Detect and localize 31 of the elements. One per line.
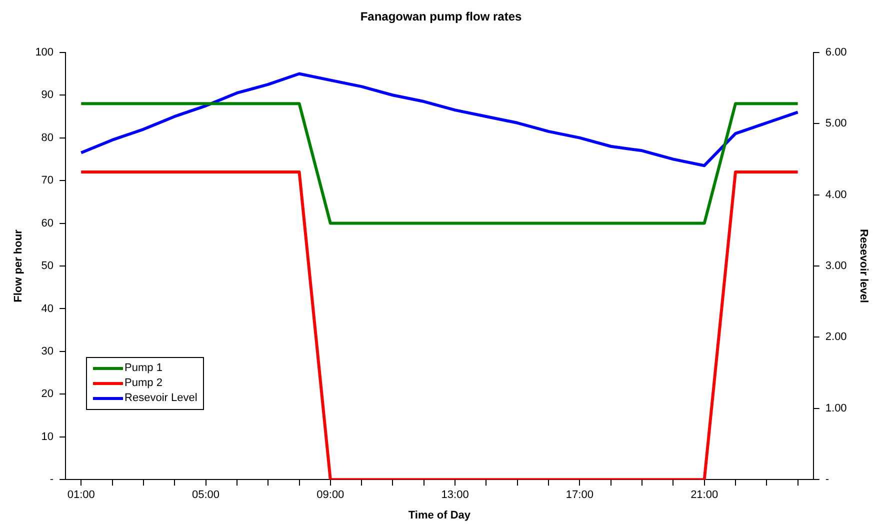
y-tick-label: 10 [41,430,54,443]
y-tick-label: 50 [41,260,54,272]
y-tick-label: 30 [41,345,54,358]
legend-label: Pump 2 [124,377,162,390]
y2-axis-title: Resevoir level [857,229,870,303]
x-tick-label: 13:00 [441,489,469,502]
y-tick-label: 20 [41,388,54,400]
y-tick-label: 90 [41,89,54,102]
y2-tick-label: 1.00 [825,402,847,414]
y2-tick-label: 3.00 [825,260,847,272]
y-tick-label: - [50,474,54,486]
y2-tick-label: 2.00 [825,331,847,344]
y-tick-label: 60 [41,217,54,230]
x-tick-label: 09:00 [316,489,344,502]
x-axis-title: Time of Day [408,509,472,522]
legend-label: Resevoir Level [124,392,198,404]
y2-tick-label: 5.00 [825,118,847,130]
y-tick-label: 40 [41,302,54,315]
x-tick-label: 05:00 [192,489,220,502]
x-tick-label: 21:00 [690,489,718,502]
y2-tick-label: 6.00 [825,46,847,58]
y-tick-label: 80 [41,132,54,144]
x-tick-label: 17:00 [566,489,594,502]
y2-tick-label: - [825,474,830,486]
x-tick-label: 01:00 [67,489,95,502]
y-axis-title: Flow per hour [12,228,25,302]
legend-label: Pump 1 [124,362,162,374]
y-tick-label: 100 [35,46,54,58]
chart-title: Fanagowan pump flow rates [360,10,522,24]
y-tick-label: 70 [41,174,54,187]
y2-tick-label: 4.00 [825,188,847,201]
